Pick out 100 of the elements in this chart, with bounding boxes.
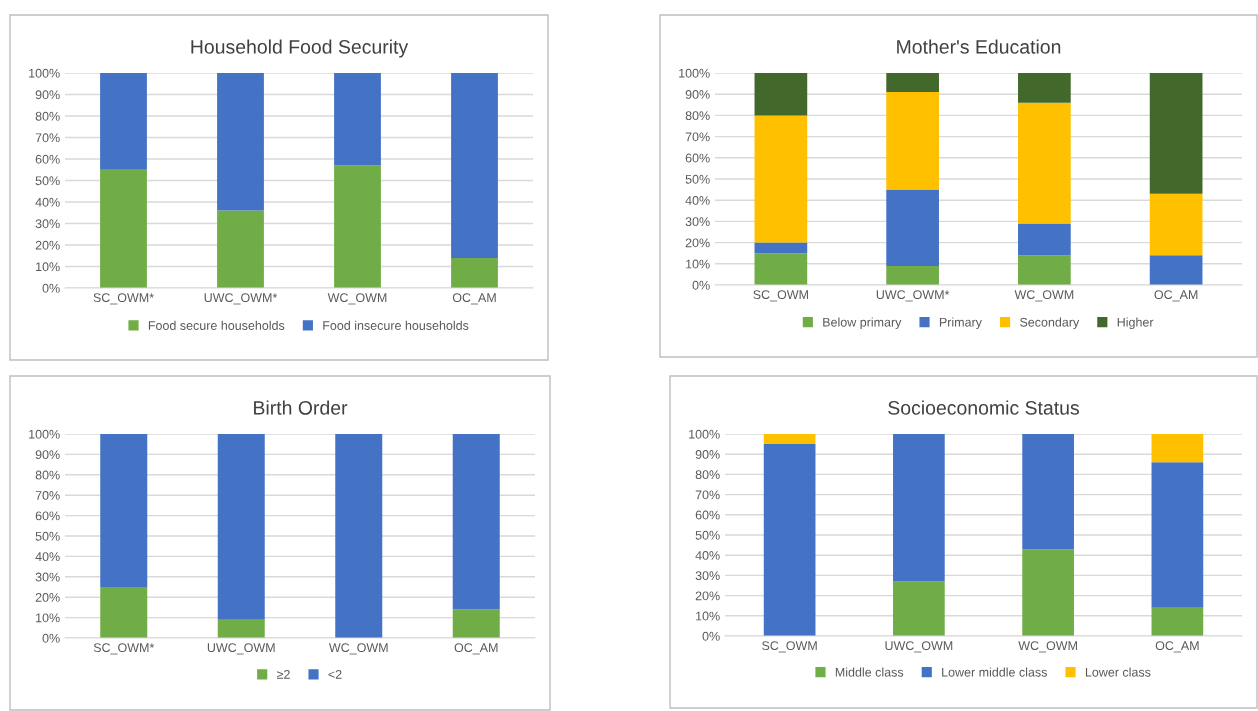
y-tick-label: 50% bbox=[685, 174, 710, 184]
x-tick-label: UWC_OWM bbox=[207, 643, 275, 655]
y-tick-label: 80% bbox=[695, 470, 720, 480]
x-tick-label: SC_OWM bbox=[753, 290, 808, 302]
bar bbox=[100, 169, 147, 288]
bar bbox=[100, 73, 147, 170]
y-tick-label: 20% bbox=[685, 238, 710, 248]
x-tick-label: OC_AM bbox=[452, 293, 496, 305]
chart-title: Socioeconomic Status bbox=[888, 400, 1079, 415]
bar bbox=[886, 265, 939, 285]
legend-label: Food secure households bbox=[148, 320, 285, 330]
y-tick-label: 100% bbox=[679, 68, 710, 78]
y-tick-label: 80% bbox=[35, 111, 60, 121]
y-tick-label: 100% bbox=[689, 429, 720, 439]
bar bbox=[886, 92, 939, 190]
bar bbox=[451, 257, 498, 288]
bar bbox=[334, 73, 381, 166]
y-tick-label: 90% bbox=[35, 450, 60, 460]
x-tick-label: UWC_OWM bbox=[885, 641, 953, 653]
x-tick-label: WC_OWM bbox=[1018, 641, 1077, 653]
x-tick-label: OC_AM bbox=[1155, 641, 1199, 653]
y-tick-label: 60% bbox=[35, 154, 60, 164]
bar bbox=[451, 73, 498, 258]
chart-title: Mother's Education bbox=[897, 39, 1061, 54]
y-tick-label: 70% bbox=[695, 490, 720, 500]
bar bbox=[1018, 255, 1071, 285]
bar bbox=[1022, 549, 1074, 636]
y-tick-label: 30% bbox=[35, 572, 60, 582]
y-tick-label: 30% bbox=[685, 217, 710, 227]
x-tick-label: OC_AM bbox=[1154, 290, 1198, 302]
y-tick-label: 0% bbox=[42, 633, 60, 643]
y-tick-label: 80% bbox=[685, 111, 710, 121]
legend-label: Primary bbox=[939, 317, 982, 330]
chart-title: Household Food Security bbox=[191, 39, 409, 58]
y-tick-label: 50% bbox=[35, 176, 60, 186]
bar bbox=[763, 434, 816, 445]
legend-label: Secondary bbox=[1020, 317, 1080, 330]
bar bbox=[217, 210, 264, 288]
bar bbox=[754, 73, 808, 116]
bar bbox=[452, 609, 500, 638]
bar bbox=[1149, 255, 1203, 285]
y-tick-label: 0% bbox=[702, 631, 720, 641]
y-tick-label: 20% bbox=[35, 240, 60, 250]
y-tick-label: 60% bbox=[35, 511, 60, 521]
y-tick-label: 90% bbox=[35, 90, 60, 100]
bar bbox=[335, 434, 383, 638]
y-tick-label: 100% bbox=[29, 68, 60, 78]
y-tick-label: 20% bbox=[695, 591, 720, 601]
bar bbox=[452, 434, 500, 610]
bar bbox=[754, 115, 808, 243]
y-tick-label: 100% bbox=[29, 429, 60, 439]
legend-label: Lower middle class bbox=[942, 667, 1047, 677]
bar bbox=[217, 619, 265, 638]
x-tick-label: WC_OWM bbox=[1014, 290, 1074, 302]
bar bbox=[886, 73, 939, 93]
bar bbox=[754, 253, 808, 285]
legend-label: Middle class bbox=[835, 667, 904, 677]
x-tick-label: SC_OWM* bbox=[93, 293, 154, 305]
x-tick-label: UWC_OWM* bbox=[204, 293, 278, 305]
bar bbox=[893, 434, 945, 582]
bar bbox=[1151, 462, 1204, 608]
y-tick-label: 70% bbox=[35, 133, 60, 143]
legend-label: Lower class bbox=[1085, 667, 1151, 677]
bar bbox=[1022, 434, 1074, 550]
y-tick-label: 30% bbox=[35, 219, 60, 229]
y-tick-label: 0% bbox=[42, 283, 60, 293]
bar bbox=[217, 73, 264, 211]
bar bbox=[886, 189, 939, 266]
y-tick-label: 10% bbox=[696, 611, 720, 621]
bar bbox=[217, 434, 265, 620]
legend-label: Food insecure households bbox=[323, 320, 469, 330]
y-tick-label: 10% bbox=[686, 259, 710, 269]
y-tick-label: 70% bbox=[35, 491, 60, 500]
x-tick-label: WC_OWM bbox=[327, 293, 387, 305]
y-tick-label: 80% bbox=[35, 470, 60, 480]
y-tick-label: 10% bbox=[36, 613, 60, 623]
y-tick-label: 50% bbox=[35, 531, 60, 541]
y-tick-label: 10% bbox=[36, 262, 60, 272]
y-tick-label: 0% bbox=[692, 280, 710, 290]
y-tick-label: 40% bbox=[35, 197, 60, 207]
bar bbox=[1151, 434, 1204, 463]
bar bbox=[1018, 223, 1071, 256]
y-tick-label: 90% bbox=[685, 90, 710, 99]
bar bbox=[1149, 73, 1203, 194]
bar bbox=[754, 242, 808, 254]
y-tick-label: 30% bbox=[695, 571, 720, 581]
bar bbox=[1018, 73, 1071, 103]
legend-label: Below primary bbox=[823, 317, 902, 330]
bar bbox=[334, 165, 381, 288]
y-tick-label: 20% bbox=[35, 593, 60, 602]
y-tick-label: 40% bbox=[685, 196, 710, 205]
bar bbox=[1018, 102, 1071, 224]
x-tick-label: SC_OWM* bbox=[93, 643, 155, 655]
chart-title: Birth Order bbox=[254, 400, 348, 415]
legend-label: Higher bbox=[1117, 317, 1154, 330]
x-tick-label: SC_OWM bbox=[762, 641, 817, 653]
y-tick-label: 40% bbox=[695, 551, 720, 560]
y-tick-label: 60% bbox=[695, 510, 720, 520]
bar bbox=[1149, 193, 1203, 256]
legend-label: <2 bbox=[328, 669, 342, 679]
